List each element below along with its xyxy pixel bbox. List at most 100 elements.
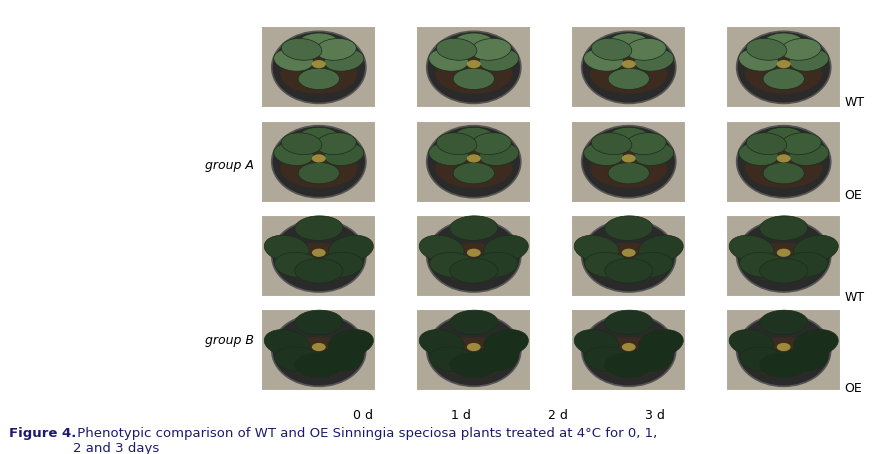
Ellipse shape — [427, 126, 521, 198]
Ellipse shape — [295, 353, 343, 377]
Ellipse shape — [605, 310, 653, 335]
Ellipse shape — [272, 314, 366, 386]
Ellipse shape — [275, 347, 322, 372]
Ellipse shape — [739, 347, 787, 372]
Ellipse shape — [430, 252, 477, 277]
Ellipse shape — [427, 31, 521, 104]
Ellipse shape — [584, 49, 623, 71]
Ellipse shape — [435, 243, 513, 282]
Ellipse shape — [429, 143, 468, 166]
Ellipse shape — [430, 347, 477, 372]
Ellipse shape — [634, 143, 674, 166]
FancyBboxPatch shape — [571, 121, 686, 202]
Ellipse shape — [264, 330, 309, 356]
Ellipse shape — [582, 220, 676, 292]
Ellipse shape — [435, 54, 513, 94]
Ellipse shape — [574, 235, 620, 262]
Ellipse shape — [605, 216, 653, 241]
Ellipse shape — [780, 347, 828, 372]
Ellipse shape — [760, 310, 808, 335]
Ellipse shape — [298, 163, 340, 184]
Ellipse shape — [435, 337, 513, 377]
Ellipse shape — [626, 252, 673, 277]
Ellipse shape — [483, 235, 528, 262]
Ellipse shape — [471, 347, 518, 372]
Ellipse shape — [280, 337, 357, 377]
FancyBboxPatch shape — [726, 215, 841, 297]
FancyBboxPatch shape — [416, 26, 531, 109]
Ellipse shape — [608, 127, 649, 148]
Ellipse shape — [312, 249, 326, 257]
Ellipse shape — [626, 39, 666, 60]
Ellipse shape — [737, 126, 830, 198]
Ellipse shape — [763, 33, 804, 54]
Ellipse shape — [450, 353, 498, 377]
Ellipse shape — [324, 143, 364, 166]
Ellipse shape — [328, 330, 374, 356]
Text: 3 d: 3 d — [645, 409, 664, 422]
Ellipse shape — [737, 220, 830, 292]
Ellipse shape — [608, 68, 649, 89]
Ellipse shape — [794, 235, 838, 262]
Ellipse shape — [295, 258, 343, 283]
Ellipse shape — [480, 143, 519, 166]
Ellipse shape — [298, 127, 340, 148]
Ellipse shape — [280, 243, 357, 282]
Ellipse shape — [777, 343, 791, 351]
Ellipse shape — [626, 347, 673, 372]
Text: Phenotypic comparison of WT and OE Sinningia speciosa plants treated at 4°C for : Phenotypic comparison of WT and OE Sinni… — [74, 427, 658, 454]
Ellipse shape — [605, 258, 653, 283]
Ellipse shape — [763, 163, 804, 184]
Text: 1 d: 1 d — [452, 409, 471, 422]
Ellipse shape — [622, 343, 635, 351]
Ellipse shape — [328, 235, 374, 262]
Ellipse shape — [316, 133, 356, 154]
Ellipse shape — [471, 133, 511, 154]
Ellipse shape — [295, 216, 343, 241]
Ellipse shape — [324, 49, 364, 71]
Ellipse shape — [450, 310, 498, 335]
Ellipse shape — [483, 330, 528, 356]
Ellipse shape — [760, 258, 808, 283]
Ellipse shape — [280, 148, 357, 188]
Ellipse shape — [316, 347, 363, 372]
Ellipse shape — [582, 31, 676, 104]
Ellipse shape — [584, 143, 623, 166]
Text: 0 d: 0 d — [354, 409, 373, 422]
FancyBboxPatch shape — [262, 215, 376, 297]
FancyBboxPatch shape — [726, 121, 841, 202]
Ellipse shape — [789, 49, 829, 71]
Ellipse shape — [437, 39, 477, 60]
Ellipse shape — [590, 148, 668, 188]
Ellipse shape — [622, 154, 635, 163]
Ellipse shape — [746, 148, 822, 188]
Ellipse shape — [729, 330, 774, 356]
Ellipse shape — [592, 133, 632, 154]
Ellipse shape — [592, 39, 632, 60]
Ellipse shape — [471, 39, 511, 60]
Ellipse shape — [298, 33, 340, 54]
FancyBboxPatch shape — [416, 121, 531, 202]
FancyBboxPatch shape — [262, 309, 376, 391]
Ellipse shape — [780, 39, 821, 60]
Ellipse shape — [746, 39, 787, 60]
Ellipse shape — [429, 49, 468, 71]
Ellipse shape — [471, 252, 518, 277]
Ellipse shape — [419, 235, 464, 262]
Ellipse shape — [282, 39, 322, 60]
Ellipse shape — [298, 68, 340, 89]
Ellipse shape — [584, 252, 632, 277]
Ellipse shape — [450, 216, 498, 241]
Ellipse shape — [608, 163, 649, 184]
Ellipse shape — [574, 330, 620, 356]
Ellipse shape — [312, 343, 326, 351]
Ellipse shape — [590, 337, 668, 377]
Ellipse shape — [777, 60, 791, 68]
Ellipse shape — [275, 252, 322, 277]
Ellipse shape — [738, 143, 779, 166]
Ellipse shape — [467, 154, 480, 163]
Ellipse shape — [272, 220, 366, 292]
Ellipse shape — [622, 60, 635, 68]
Ellipse shape — [760, 353, 808, 377]
Text: group B: group B — [205, 334, 254, 347]
